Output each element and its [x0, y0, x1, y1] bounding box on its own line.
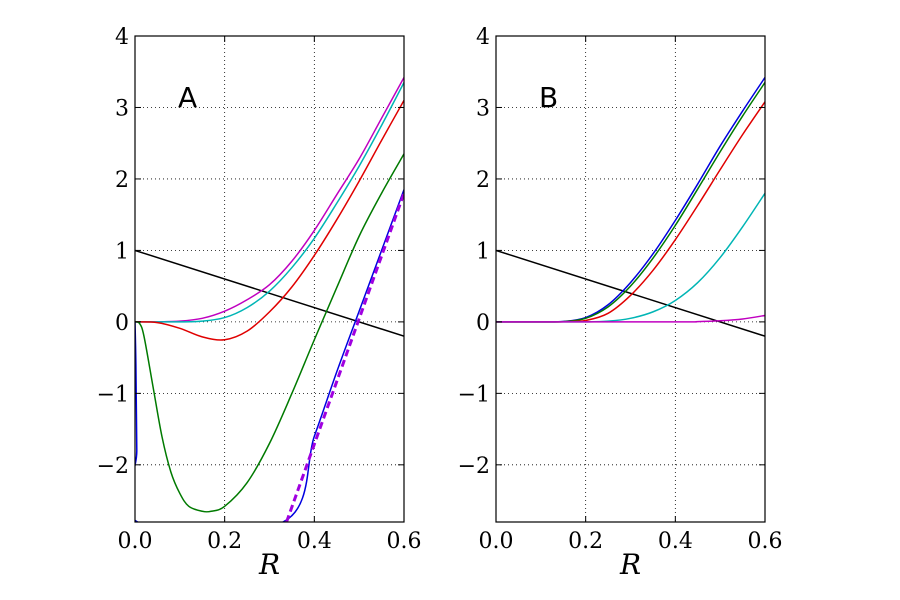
series-black-line [135, 249, 404, 337]
y-tick-label: 4 [115, 25, 129, 50]
series-group [135, 77, 404, 522]
series-cyan-curve [496, 192, 765, 323]
x-axis-title: R [258, 548, 280, 581]
x-tick-label: 0.4 [658, 529, 693, 554]
x-tick-label: 0.0 [118, 529, 153, 554]
series-blue-curve [135, 189, 404, 522]
y-tick-label: 1 [476, 239, 490, 264]
y-tick-label: 1 [115, 239, 129, 264]
x-tick-label: 0.4 [297, 529, 332, 554]
series-magenta-curve [496, 314, 765, 323]
y-tick-label: −2 [97, 454, 129, 479]
series-magenta-curve [135, 77, 404, 323]
x-tick-label: 0.0 [479, 529, 514, 554]
series-red-curve [496, 101, 765, 323]
x-tick-label: 0.6 [748, 529, 783, 554]
y-tick-label: −1 [458, 382, 490, 407]
series-green-curve [135, 153, 404, 513]
plot-frame [495, 35, 766, 523]
series-group [496, 77, 765, 337]
series-red-curve [135, 99, 404, 341]
x-tick-label: 0.2 [207, 529, 242, 554]
panel-label: A [178, 81, 197, 114]
series-cyan-curve [135, 82, 404, 323]
panel-b: 0.0 0.2 0.4 0.6 −2 −1 0 1 2 3 4 R B [458, 25, 783, 581]
plot-frame [134, 35, 405, 523]
series-purple-dashed-asymptote [285, 192, 404, 522]
y-tick-label: 2 [476, 168, 490, 193]
y-tick-label: −2 [458, 454, 490, 479]
x-axis-title: R [619, 548, 641, 581]
panel-a: 0.0 0.2 0.4 0.6 −2 −1 0 1 2 3 4 R A [97, 25, 422, 581]
x-tick-label: 0.2 [568, 529, 603, 554]
y-tick-label: 4 [476, 25, 490, 50]
x-tick-label: 0.6 [387, 529, 422, 554]
y-tick-label: 0 [476, 311, 490, 336]
y-tick-label: 3 [476, 96, 490, 121]
y-tick-label: −1 [97, 382, 129, 407]
y-tick-label: 0 [115, 311, 129, 336]
series-green-curve [496, 82, 765, 323]
series-black-line [496, 249, 765, 337]
y-tick-label: 2 [115, 168, 129, 193]
panel-label: B [539, 81, 558, 114]
y-tick-label: 3 [115, 96, 129, 121]
